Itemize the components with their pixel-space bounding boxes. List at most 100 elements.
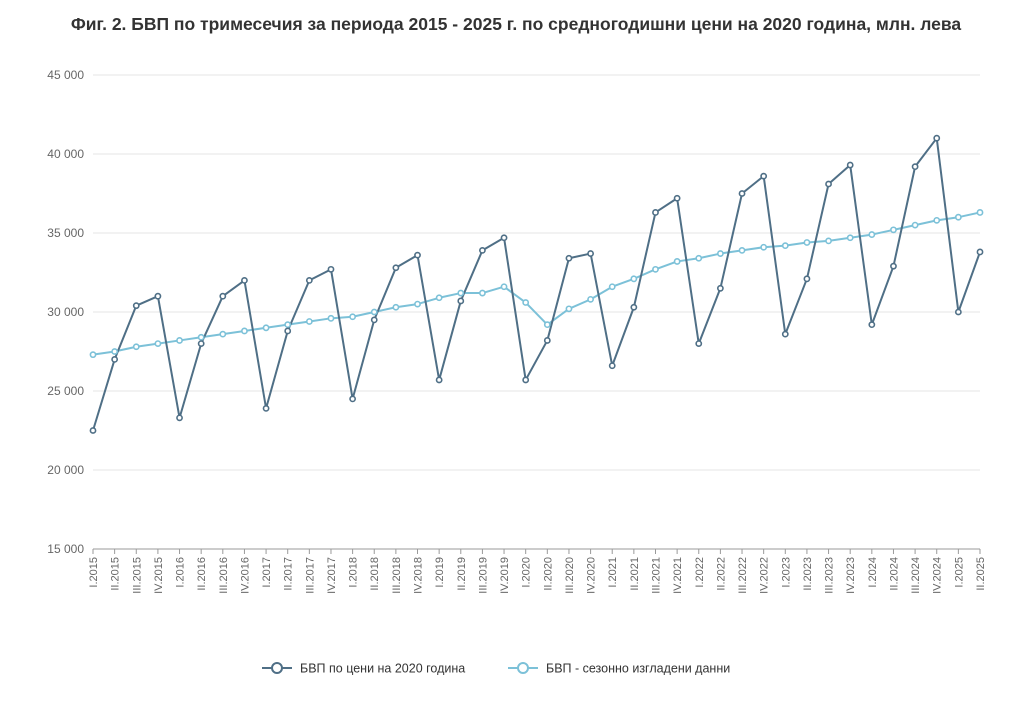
x-tick-label: I.2023 bbox=[780, 557, 792, 588]
x-tick-label: II.2022 bbox=[715, 557, 727, 591]
x-axis: I.2015 II.2015 III.2015 IV.2015 I.2016 II.201… bbox=[88, 548, 987, 594]
y-tick-label: 15 000 bbox=[47, 542, 84, 556]
data-point bbox=[500, 234, 508, 242]
data-point bbox=[89, 351, 97, 359]
data-point bbox=[132, 343, 140, 351]
data-point bbox=[716, 284, 724, 292]
data-point bbox=[587, 250, 594, 257]
data-point bbox=[803, 239, 811, 246]
data-point bbox=[716, 250, 724, 257]
data-point bbox=[673, 194, 681, 202]
data-point bbox=[846, 161, 854, 169]
series-line bbox=[92, 211, 981, 356]
data-point bbox=[479, 289, 486, 297]
data-point bbox=[262, 324, 270, 332]
data-point bbox=[414, 300, 421, 308]
y-tick-label: 25 000 bbox=[47, 384, 84, 398]
x-tick-label: II.2021 bbox=[629, 557, 641, 591]
data-point bbox=[608, 283, 616, 291]
data-point bbox=[673, 258, 681, 265]
data-point bbox=[132, 302, 140, 310]
data-point bbox=[284, 327, 292, 335]
data-point bbox=[522, 376, 530, 384]
x-tick-label: II.2020 bbox=[542, 557, 554, 591]
data-point bbox=[305, 276, 313, 284]
data-point bbox=[154, 340, 162, 347]
data-point bbox=[608, 362, 616, 370]
data-point bbox=[435, 294, 443, 302]
x-tick-label: II.2017 bbox=[283, 557, 295, 591]
x-tick-label: III.2024 bbox=[910, 557, 922, 594]
x-tick-label: I.2021 bbox=[607, 557, 619, 588]
data-point bbox=[349, 313, 357, 321]
data-point bbox=[457, 297, 465, 305]
data-point bbox=[392, 264, 400, 272]
data-point bbox=[370, 308, 378, 316]
data-point bbox=[911, 221, 919, 229]
y-tick-label: 35 000 bbox=[47, 226, 84, 240]
data-point bbox=[305, 318, 313, 325]
x-tick-label: I.2025 bbox=[953, 557, 965, 588]
data-point bbox=[933, 216, 941, 224]
data-point bbox=[587, 295, 594, 303]
x-tick-label: III.2018 bbox=[391, 557, 403, 594]
y-axis: 15 000 20 000 25 000 30 000 35 000 40 000 45 0… bbox=[47, 68, 84, 556]
legend-swatch-marker bbox=[517, 662, 529, 674]
x-tick-label: I.2015 bbox=[88, 557, 100, 588]
data-point bbox=[500, 283, 508, 291]
data-point bbox=[630, 303, 638, 311]
x-tick-label: I.2019 bbox=[434, 557, 446, 588]
data-point bbox=[781, 242, 789, 250]
x-tick-label: II.2024 bbox=[888, 557, 900, 591]
data-point bbox=[976, 209, 984, 216]
x-tick-label: I.2016 bbox=[175, 557, 187, 588]
x-tick-label: II.2025 bbox=[975, 557, 987, 591]
data-point bbox=[846, 234, 854, 242]
x-tick-label: IV.2023 bbox=[845, 557, 857, 594]
data-point bbox=[976, 248, 984, 256]
data-point bbox=[760, 172, 768, 180]
data-point bbox=[911, 163, 919, 171]
x-tick-label: II.2018 bbox=[369, 557, 381, 591]
x-tick-label: IV.2022 bbox=[759, 557, 771, 594]
data-point bbox=[890, 262, 897, 270]
legend-label[interactable]: БВП по цени на 2020 година bbox=[300, 662, 465, 676]
x-tick-label: III.2022 bbox=[737, 557, 749, 594]
chart-title: Фиг. 2. БВП по тримесечия за периода 201… bbox=[70, 14, 962, 34]
x-tick-label: I.2022 bbox=[694, 557, 706, 588]
data-point bbox=[241, 276, 248, 284]
x-tick-label: III.2017 bbox=[304, 557, 316, 594]
series-line bbox=[92, 137, 981, 431]
data-point bbox=[868, 321, 876, 329]
x-tick-label: II.2023 bbox=[802, 557, 814, 591]
data-point bbox=[652, 209, 659, 216]
data-point bbox=[457, 289, 465, 297]
gridlines bbox=[93, 74, 980, 471]
data-point bbox=[738, 190, 746, 197]
data-point bbox=[435, 376, 443, 384]
x-tick-label: IV.2020 bbox=[586, 557, 598, 594]
legend-swatch-marker bbox=[271, 662, 283, 674]
x-tick-label: IV.2021 bbox=[672, 557, 684, 594]
x-tick-label: I.2024 bbox=[867, 557, 879, 588]
x-tick-label: IV.2018 bbox=[413, 557, 425, 594]
legend-label[interactable]: БВП - сезонно изгладени данни bbox=[546, 662, 730, 676]
data-point bbox=[219, 330, 227, 338]
x-tick-label: II.2016 bbox=[196, 557, 208, 591]
data-point bbox=[954, 308, 962, 316]
data-point bbox=[890, 226, 897, 234]
y-tick-label: 45 000 bbox=[47, 68, 84, 82]
data-point bbox=[284, 321, 292, 329]
data-point bbox=[781, 330, 789, 338]
series-layer bbox=[89, 134, 984, 434]
data-point bbox=[197, 333, 205, 341]
data-point bbox=[111, 355, 119, 363]
y-tick-label: 20 000 bbox=[47, 463, 84, 477]
data-point bbox=[89, 427, 97, 434]
x-tick-label: III.2016 bbox=[218, 557, 230, 594]
data-point bbox=[111, 348, 119, 355]
data-point bbox=[543, 337, 551, 344]
data-point bbox=[565, 254, 573, 262]
data-point bbox=[176, 337, 183, 344]
